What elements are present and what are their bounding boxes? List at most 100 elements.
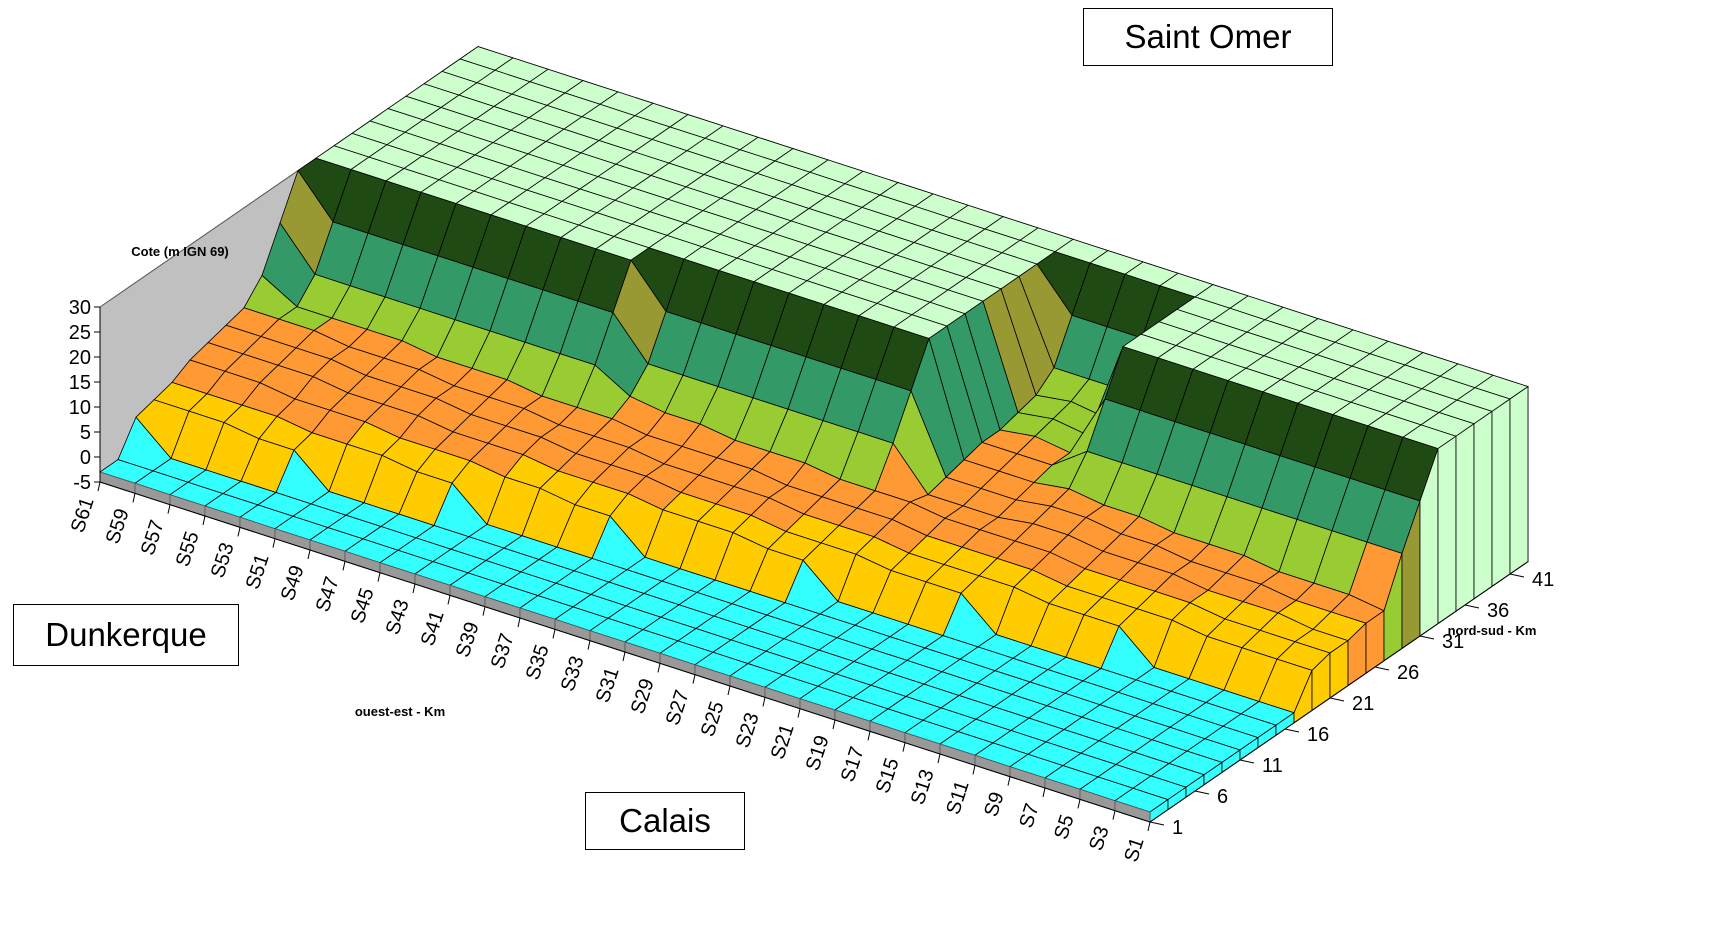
y-tick-label: 36	[1487, 600, 1509, 622]
x-tick	[1148, 822, 1150, 831]
chart: -5051015202530S1S3S5S7S9S11S13S15S17S19S…	[0, 0, 1727, 950]
side-skirt	[1456, 424, 1474, 611]
x-tick	[238, 527, 240, 536]
x-tick	[168, 505, 170, 514]
x-tick	[203, 516, 205, 525]
z-tick-label: 0	[80, 447, 91, 469]
y-tick	[1375, 667, 1389, 670]
y-tick-label: 41	[1532, 569, 1554, 591]
annotation: Calais	[585, 792, 745, 850]
x-tick-label: S39	[452, 619, 484, 660]
x-tick-label: S49	[277, 563, 309, 604]
x-tick	[1008, 777, 1010, 786]
x-tick-label: S57	[137, 517, 169, 558]
y-tick-label: 11	[1262, 755, 1283, 777]
x-tick-label: S13	[907, 767, 939, 808]
x-tick	[483, 607, 485, 616]
x-tick	[1078, 799, 1080, 808]
x-axis-title: ouest-est - Km	[355, 704, 445, 719]
x-tick	[728, 686, 730, 695]
y-tick	[1240, 760, 1254, 763]
x-tick	[343, 561, 345, 570]
y-tick	[1285, 729, 1299, 732]
x-tick-label: S37	[487, 631, 519, 672]
x-tick-label: S11	[942, 778, 973, 817]
annotation: Saint Omer	[1083, 8, 1333, 66]
z-tick-label: 25	[69, 322, 91, 344]
x-tick-label: S61	[67, 495, 99, 536]
y-tick-label: 16	[1307, 724, 1329, 746]
x-tick	[273, 539, 275, 548]
x-tick	[903, 743, 905, 752]
x-tick	[378, 573, 380, 582]
x-tick	[973, 765, 975, 774]
x-tick-label: S21	[767, 721, 799, 762]
x-tick-label: S15	[872, 755, 904, 796]
z-tick-label: 10	[69, 397, 91, 419]
y-tick-label: 21	[1352, 693, 1374, 715]
x-tick	[658, 663, 660, 672]
x-tick-label: S25	[697, 699, 729, 740]
x-tick-label: S5	[1050, 812, 1078, 842]
x-tick-label: S19	[802, 733, 834, 774]
y-tick-label: 1	[1172, 817, 1183, 839]
y-tick-label: 26	[1397, 662, 1419, 684]
x-tick-label: S17	[837, 744, 869, 785]
x-tick	[588, 641, 590, 650]
z-tick-label: -5	[73, 472, 91, 494]
x-tick	[308, 550, 310, 559]
x-tick-label: S3	[1085, 823, 1113, 853]
annotation: Dunkerque	[13, 604, 239, 666]
y-axis-title: nord-sud - Km	[1448, 623, 1537, 638]
z-axis-title: Cote (m IGN 69)	[131, 244, 229, 259]
x-tick-label: S43	[382, 597, 414, 638]
y-tick	[1465, 605, 1479, 608]
x-tick	[553, 629, 555, 638]
y-tick	[1150, 822, 1164, 825]
x-tick	[833, 720, 835, 729]
z-tick-label: 15	[69, 372, 91, 394]
x-tick-label: S53	[207, 540, 239, 581]
x-tick-label: S51	[242, 551, 274, 592]
x-tick	[1043, 788, 1045, 797]
side-skirt	[1492, 399, 1510, 586]
x-tick	[798, 709, 800, 718]
x-tick-label: S59	[102, 506, 134, 547]
x-tick-label: S47	[312, 574, 344, 615]
x-tick-label: S45	[347, 585, 379, 626]
x-tick-label: S1	[1120, 835, 1148, 865]
x-tick-label: S31	[592, 665, 624, 706]
x-tick	[938, 754, 940, 763]
side-skirt	[1438, 436, 1456, 623]
x-tick	[693, 675, 695, 684]
x-tick	[518, 618, 520, 627]
surface	[100, 47, 1528, 822]
x-tick-label: S33	[557, 653, 589, 694]
z-tick-label: 20	[69, 347, 91, 369]
y-tick-label: 6	[1217, 786, 1228, 808]
x-tick	[868, 731, 870, 740]
y-tick	[1420, 636, 1434, 639]
z-tick-label: 5	[80, 422, 91, 444]
page: -5051015202530S1S3S5S7S9S11S13S15S17S19S…	[0, 0, 1727, 950]
x-tick-label: S55	[172, 529, 204, 570]
z-tick-label: 30	[69, 297, 91, 319]
x-tick	[763, 697, 765, 706]
x-tick-label: S9	[980, 789, 1008, 819]
x-tick	[413, 584, 415, 593]
x-tick-label: S35	[522, 642, 554, 683]
y-tick	[1510, 574, 1524, 577]
x-tick	[1113, 811, 1115, 820]
x-tick-label: S7	[1015, 801, 1043, 831]
x-tick-label: S27	[662, 687, 694, 728]
x-tick	[623, 652, 625, 661]
x-tick	[98, 482, 100, 491]
x-tick	[448, 595, 450, 604]
side-skirt	[1474, 411, 1492, 598]
y-tick	[1330, 698, 1344, 701]
side-skirt	[1510, 387, 1528, 574]
y-tick	[1195, 791, 1209, 794]
x-tick	[133, 493, 135, 502]
x-tick-label: S41	[417, 608, 449, 649]
x-tick-label: S23	[732, 710, 764, 751]
